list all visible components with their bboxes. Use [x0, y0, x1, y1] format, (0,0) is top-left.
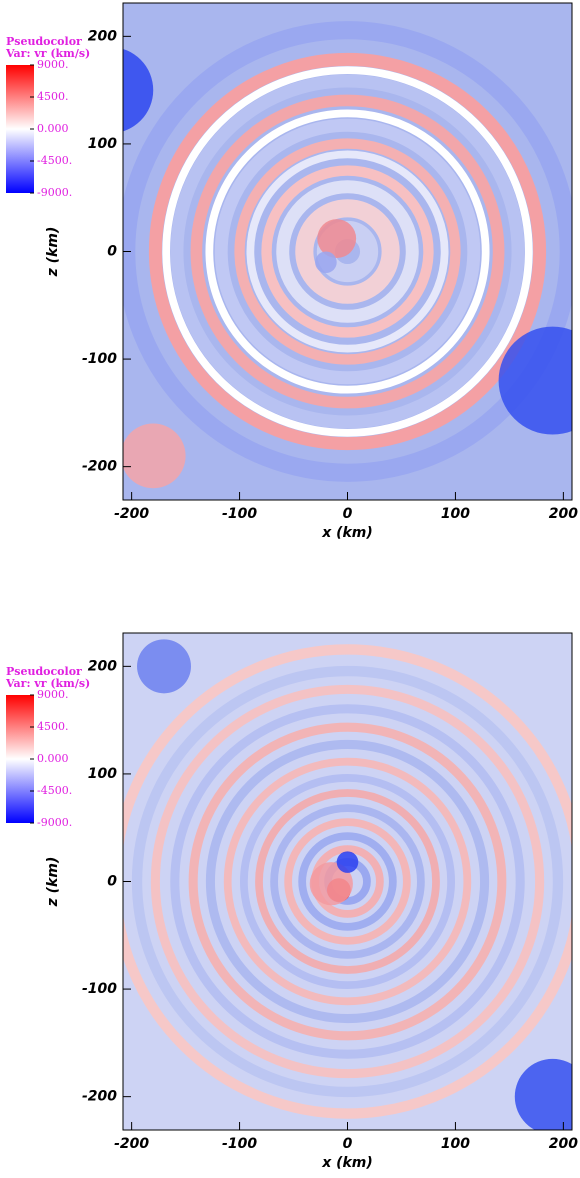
y-tick-label: 200 [88, 28, 117, 44]
blob [309, 862, 353, 906]
ring [205, 109, 490, 394]
y-tick-label: -200 [82, 459, 117, 475]
y-tick-label: -200 [82, 1089, 117, 1105]
y-tick-label: 0 [107, 874, 117, 890]
colorbar-tick-label: 9000. [37, 58, 69, 71]
colorbar [6, 695, 34, 823]
legend-variable: Var: vr (km/s) [5, 677, 90, 690]
blob [317, 219, 357, 259]
chart: -200 -100 0 100 200 -200 -100 0 100 200 x (km) z (k… [5, 632, 578, 1171]
chart: -200 -100 0 100 200 -200 -100 0 100 200 x (km) z (k… [5, 2, 578, 541]
blob [514, 1058, 572, 1130]
field [123, 633, 572, 1130]
colorbar-tick-label: 0.000 [37, 122, 69, 135]
x-tick-label: -200 [114, 1136, 149, 1152]
ring [298, 832, 397, 931]
y-tick-label: 100 [88, 136, 117, 152]
x-tick-label: 100 [441, 1136, 470, 1152]
x-tick-label: 100 [441, 506, 470, 522]
blob [137, 639, 191, 694]
y-tick-label: -100 [82, 351, 117, 367]
blob [123, 423, 186, 489]
x-tick-label: 200 [549, 1136, 578, 1152]
x-tick-label: -200 [114, 506, 149, 522]
x-tick-label: 0 [343, 506, 353, 522]
blob [336, 851, 359, 873]
y-tick-label: 0 [107, 244, 117, 260]
legend-title: Pseudocolor [6, 35, 82, 48]
colorbar-tick-label: 0.000 [37, 752, 69, 765]
blob [498, 326, 572, 435]
ring [131, 665, 564, 1098]
ring [150, 684, 545, 1079]
ring [261, 165, 434, 338]
colorbar-tick-label: -9000. [37, 186, 72, 199]
colorbar-tick-label: -9000. [37, 816, 72, 829]
ring [190, 94, 505, 409]
blob [315, 251, 337, 274]
y-tick-label: 100 [88, 766, 117, 782]
ring [170, 704, 525, 1059]
ring [162, 66, 533, 437]
y-tick-label: -100 [82, 981, 117, 997]
ring [270, 804, 425, 959]
ring [284, 818, 411, 945]
colorbar-tick-label: 4500. [37, 720, 69, 733]
y-axis-label: z (km) [45, 227, 61, 278]
ring [276, 180, 419, 323]
colorbar-tick-label: -4500. [37, 154, 72, 167]
ring [188, 722, 507, 1041]
ring [123, 644, 572, 1119]
legend-title: Pseudocolor [6, 665, 82, 678]
ring [223, 757, 472, 1006]
ring [246, 150, 449, 353]
legend-variable: Var: vr (km/s) [5, 47, 90, 60]
colorbar-tick-label: 4500. [37, 90, 69, 103]
x-tick-label: 200 [549, 506, 578, 522]
colorbar-tick-label: -4500. [37, 784, 72, 797]
x-tick-label: 0 [343, 1136, 353, 1152]
ring [170, 74, 525, 429]
ring [214, 118, 481, 385]
x-axis-label: x (km) [321, 525, 373, 541]
ring [205, 739, 490, 1024]
ring [239, 773, 456, 990]
x-tick-label: -100 [222, 1136, 257, 1152]
ring [295, 199, 400, 304]
colorbar-tick-label: 9000. [37, 688, 69, 701]
x-tick-label: -100 [222, 506, 257, 522]
ring [234, 138, 461, 365]
ring [255, 789, 440, 974]
blob [123, 48, 154, 132]
x-axis-label: x (km) [321, 1155, 373, 1171]
y-axis-label: z (km) [45, 857, 61, 908]
field [123, 3, 572, 500]
colorbar [6, 65, 34, 193]
ring [148, 52, 547, 451]
y-tick-label: 200 [88, 658, 117, 674]
